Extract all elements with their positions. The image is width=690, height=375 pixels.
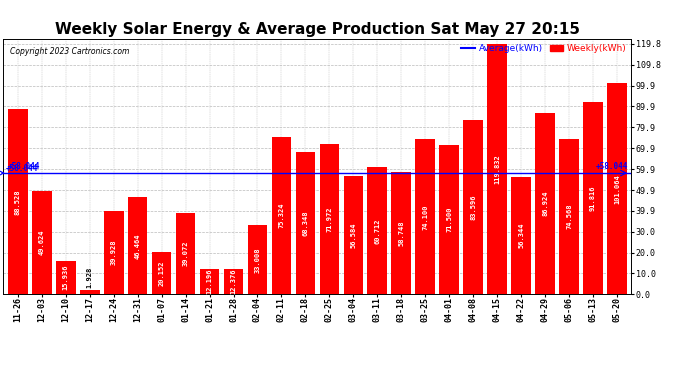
- Bar: [295, 152, 315, 294]
- Bar: [440, 145, 459, 294]
- Text: 75.324: 75.324: [279, 203, 284, 228]
- Title: Weekly Solar Energy & Average Production Sat May 27 20:15: Weekly Solar Energy & Average Production…: [55, 22, 580, 37]
- Text: 88.528: 88.528: [14, 189, 21, 214]
- Text: 46.464: 46.464: [135, 233, 141, 259]
- Bar: [391, 172, 411, 294]
- Bar: [368, 168, 387, 294]
- Bar: [8, 110, 28, 294]
- Bar: [32, 190, 52, 294]
- Text: +58.044: +58.044: [595, 162, 628, 171]
- Bar: [511, 177, 531, 294]
- Text: 86.924: 86.924: [542, 191, 548, 216]
- Bar: [199, 269, 219, 294]
- Text: 71.972: 71.972: [326, 206, 333, 232]
- Bar: [415, 140, 435, 294]
- Bar: [224, 268, 244, 294]
- Bar: [248, 225, 267, 294]
- Text: +58.044: +58.044: [6, 164, 38, 173]
- Bar: [80, 290, 99, 294]
- Bar: [344, 176, 363, 294]
- Text: 49.624: 49.624: [39, 230, 45, 255]
- Text: 56.344: 56.344: [518, 223, 524, 248]
- Text: 20.152: 20.152: [159, 261, 165, 286]
- Bar: [128, 197, 148, 294]
- Bar: [487, 44, 507, 294]
- Text: 1.928: 1.928: [87, 267, 92, 288]
- Text: 15.936: 15.936: [63, 265, 69, 291]
- Text: +58.044: +58.044: [8, 162, 41, 171]
- Bar: [583, 102, 603, 294]
- Text: 91.816: 91.816: [590, 186, 596, 211]
- Text: 58.748: 58.748: [398, 220, 404, 246]
- Bar: [56, 261, 76, 294]
- Bar: [535, 113, 555, 294]
- Text: 68.348: 68.348: [302, 210, 308, 236]
- Bar: [319, 144, 339, 294]
- Text: 71.500: 71.500: [446, 207, 452, 232]
- Text: 33.008: 33.008: [255, 247, 261, 273]
- Text: 39.928: 39.928: [110, 240, 117, 266]
- Text: Copyright 2023 Cartronics.com: Copyright 2023 Cartronics.com: [10, 47, 129, 56]
- Bar: [464, 120, 483, 294]
- Legend: Average(kWh), Weekly(kWh): Average(kWh), Weekly(kWh): [462, 44, 627, 53]
- Text: 83.596: 83.596: [470, 194, 476, 220]
- Bar: [607, 83, 627, 294]
- Bar: [272, 137, 291, 294]
- Text: 74.100: 74.100: [422, 204, 428, 230]
- Text: 12.376: 12.376: [230, 269, 237, 294]
- Text: 56.584: 56.584: [351, 222, 356, 248]
- Text: 119.832: 119.832: [494, 154, 500, 184]
- Text: 101.064: 101.064: [614, 174, 620, 204]
- Text: 39.072: 39.072: [183, 241, 188, 266]
- Bar: [152, 252, 171, 294]
- Text: 60.712: 60.712: [374, 218, 380, 244]
- Bar: [104, 211, 124, 294]
- Text: 74.568: 74.568: [566, 204, 572, 229]
- Text: 12.196: 12.196: [206, 269, 213, 294]
- Bar: [176, 213, 195, 294]
- Bar: [559, 138, 579, 294]
